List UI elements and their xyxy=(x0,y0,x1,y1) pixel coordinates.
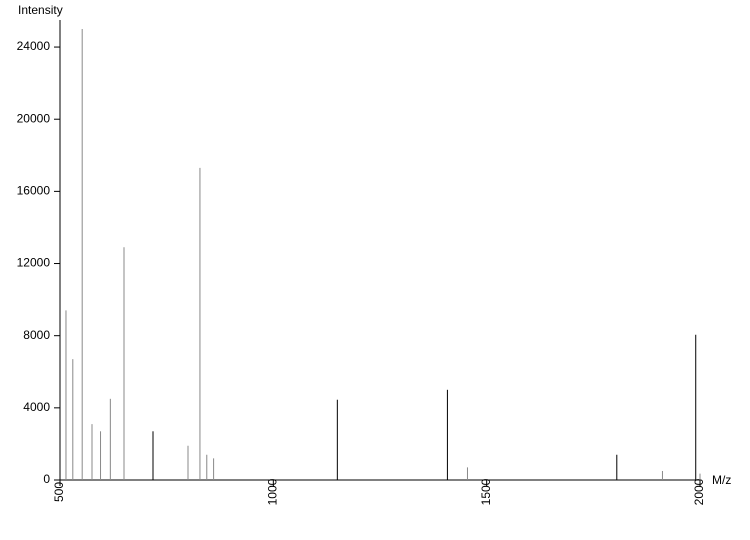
y-tick-label: 24000 xyxy=(17,39,51,53)
x-tick-label: 1000 xyxy=(266,478,280,505)
x-tick-label: 500 xyxy=(52,482,66,502)
x-axis-title: M/z xyxy=(712,473,731,487)
y-tick-label: 12000 xyxy=(17,256,51,270)
y-tick-label: 4000 xyxy=(23,400,50,414)
x-tick-label: 1500 xyxy=(479,478,493,505)
y-tick-label: 8000 xyxy=(23,328,50,342)
y-axis-title: Intensity xyxy=(18,3,63,17)
spectrum-svg: 0 4000 8000 12000 16000 20000 24000 500 1000 1500… xyxy=(0,0,750,540)
y-tick-label: 0 xyxy=(43,472,50,486)
y-tick-label: 20000 xyxy=(17,111,51,125)
x-tick-label: 2000 xyxy=(692,478,706,505)
mass-spectrum-chart: 0 4000 8000 12000 16000 20000 24000 500 1000 1500… xyxy=(0,0,750,540)
y-tick-label: 16000 xyxy=(17,184,51,198)
